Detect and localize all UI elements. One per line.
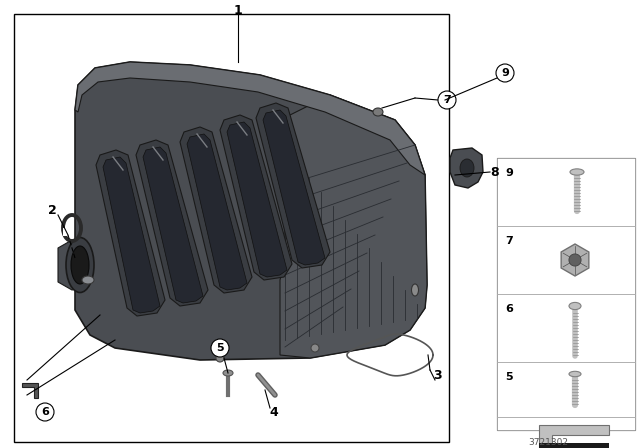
Text: 9: 9: [501, 68, 509, 78]
Polygon shape: [450, 148, 483, 188]
Polygon shape: [22, 383, 38, 398]
Text: 6: 6: [41, 407, 49, 417]
Polygon shape: [256, 103, 330, 268]
Ellipse shape: [82, 276, 94, 284]
Text: 6: 6: [505, 304, 513, 314]
Text: 8: 8: [491, 165, 499, 178]
Ellipse shape: [569, 302, 581, 310]
Ellipse shape: [460, 159, 474, 177]
Circle shape: [211, 339, 229, 357]
Circle shape: [36, 403, 54, 421]
Polygon shape: [75, 62, 427, 360]
Polygon shape: [136, 140, 208, 306]
Ellipse shape: [223, 370, 233, 376]
Text: 7: 7: [505, 236, 513, 246]
Text: 2: 2: [47, 203, 56, 216]
Ellipse shape: [569, 371, 581, 377]
Text: 1: 1: [234, 4, 243, 17]
Ellipse shape: [373, 108, 383, 116]
Polygon shape: [561, 244, 589, 276]
Bar: [497, 158, 635, 226]
Text: 7: 7: [443, 95, 451, 105]
Circle shape: [496, 64, 514, 82]
Text: 4: 4: [269, 405, 278, 418]
Polygon shape: [96, 150, 165, 316]
Bar: [539, 443, 609, 448]
Polygon shape: [58, 240, 85, 290]
Ellipse shape: [570, 169, 584, 175]
Circle shape: [438, 91, 456, 109]
Polygon shape: [280, 95, 427, 358]
Polygon shape: [220, 115, 292, 280]
Text: 3: 3: [433, 369, 442, 382]
Polygon shape: [187, 134, 247, 290]
Ellipse shape: [66, 237, 94, 293]
Polygon shape: [539, 425, 609, 447]
Text: 3721302: 3721302: [528, 438, 568, 447]
Bar: [497, 294, 635, 362]
Circle shape: [311, 344, 319, 352]
Ellipse shape: [412, 284, 419, 296]
Bar: [63, 228, 67, 236]
Text: 5: 5: [505, 372, 513, 382]
Bar: [497, 362, 635, 417]
Ellipse shape: [71, 246, 89, 284]
Polygon shape: [180, 127, 252, 293]
Bar: [14, 14, 449, 442]
Polygon shape: [103, 157, 160, 313]
Circle shape: [216, 354, 224, 362]
Bar: [497, 158, 635, 430]
Polygon shape: [143, 147, 203, 303]
Polygon shape: [263, 110, 325, 265]
Text: 9: 9: [505, 168, 513, 178]
Text: 5: 5: [216, 343, 224, 353]
Bar: [497, 417, 635, 430]
Bar: [497, 226, 635, 294]
Circle shape: [569, 254, 581, 266]
Polygon shape: [75, 62, 425, 175]
Polygon shape: [227, 122, 287, 277]
